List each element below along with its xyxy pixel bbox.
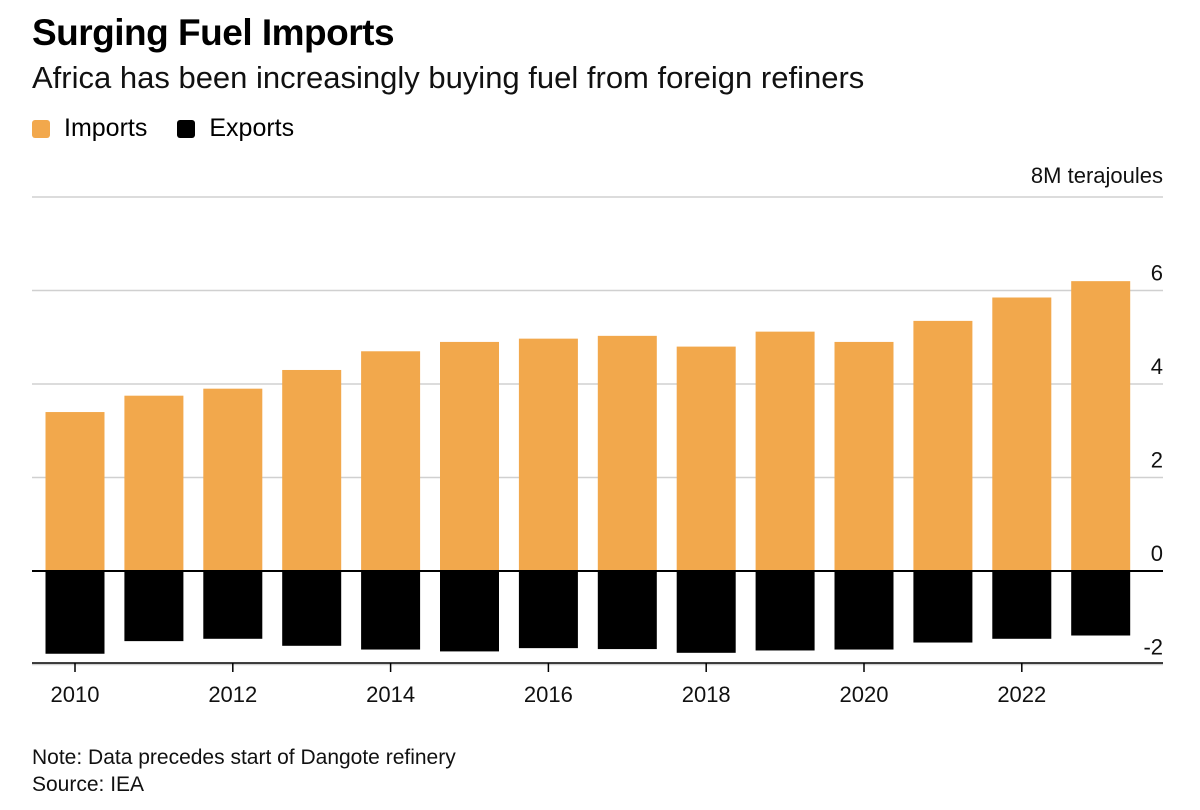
legend-item-imports: Imports — [32, 114, 147, 143]
legend-swatch-imports — [32, 119, 50, 138]
bar-exports-2022 — [992, 571, 1052, 639]
bar-exports-2010 — [45, 571, 105, 654]
legend-item-exports: Exports — [177, 114, 294, 143]
bar-exports-2019 — [755, 571, 815, 651]
unit-label: 8M terajoules — [1031, 163, 1163, 188]
bar-imports-2013 — [282, 369, 342, 571]
bar-imports-2011 — [124, 395, 184, 571]
x-tick-label: 2010 — [51, 682, 100, 707]
chart-canvas: 8M terajoules -2 0 2 4 6 2010 2012 2014 2016 2018 2… — [32, 163, 1163, 707]
source-text: Source: IEA — [32, 773, 145, 796]
bar-exports-2012 — [203, 571, 263, 639]
bar-exports-2020 — [834, 571, 894, 650]
bar-exports-2014 — [361, 571, 421, 650]
bar-exports-2023 — [1071, 571, 1131, 636]
chart-title: Surging Fuel Imports — [32, 12, 395, 53]
bar-imports-2015 — [440, 341, 499, 571]
bar-imports-2022 — [992, 297, 1052, 571]
chart-subtitle: Africa has been increasingly buying fuel… — [32, 60, 865, 95]
bar-exports-2017 — [597, 571, 657, 650]
y-tick-label: 4 — [1151, 354, 1163, 379]
bar-imports-2018 — [676, 346, 736, 571]
bar-exports-2018 — [676, 571, 736, 653]
y-tick-label: 2 — [1151, 448, 1163, 473]
bar-imports-2010 — [45, 412, 105, 571]
note-text: Note: Data precedes start of Dangote ref… — [32, 746, 456, 769]
bar-imports-2014 — [361, 351, 421, 571]
bar-imports-2012 — [203, 388, 263, 571]
bar-imports-2019 — [755, 331, 815, 571]
bar-exports-2013 — [282, 571, 342, 646]
x-tick-label: 2022 — [997, 682, 1046, 707]
x-tick-label: 2012 — [208, 682, 257, 707]
x-tick-label: 2016 — [524, 682, 573, 707]
bar-imports-2023 — [1071, 281, 1131, 571]
bar-exports-2011 — [124, 571, 184, 642]
bar-imports-2021 — [913, 320, 973, 571]
bar-exports-2015 — [440, 571, 499, 652]
legend-swatch-exports — [177, 119, 196, 138]
footer: Note: Data precedes start of Dangote ref… — [32, 744, 456, 798]
x-tick-label: 2018 — [682, 682, 731, 707]
legend-label-exports: Exports — [209, 114, 295, 142]
bar-exports-2016 — [518, 571, 578, 649]
bar-imports-2016 — [518, 338, 578, 571]
legend-label-imports: Imports — [64, 114, 148, 142]
x-tick-label: 2020 — [840, 682, 889, 707]
y-tick-label: 0 — [1151, 541, 1163, 566]
bar-exports-2021 — [913, 571, 973, 643]
x-tick-label: 2014 — [366, 682, 415, 707]
y-tick-label: -2 — [1143, 635, 1163, 660]
bar-imports-2020 — [834, 341, 894, 571]
bar-imports-2017 — [597, 335, 657, 571]
y-tick-label: 6 — [1151, 261, 1163, 286]
legend: Imports Exports — [32, 114, 324, 143]
